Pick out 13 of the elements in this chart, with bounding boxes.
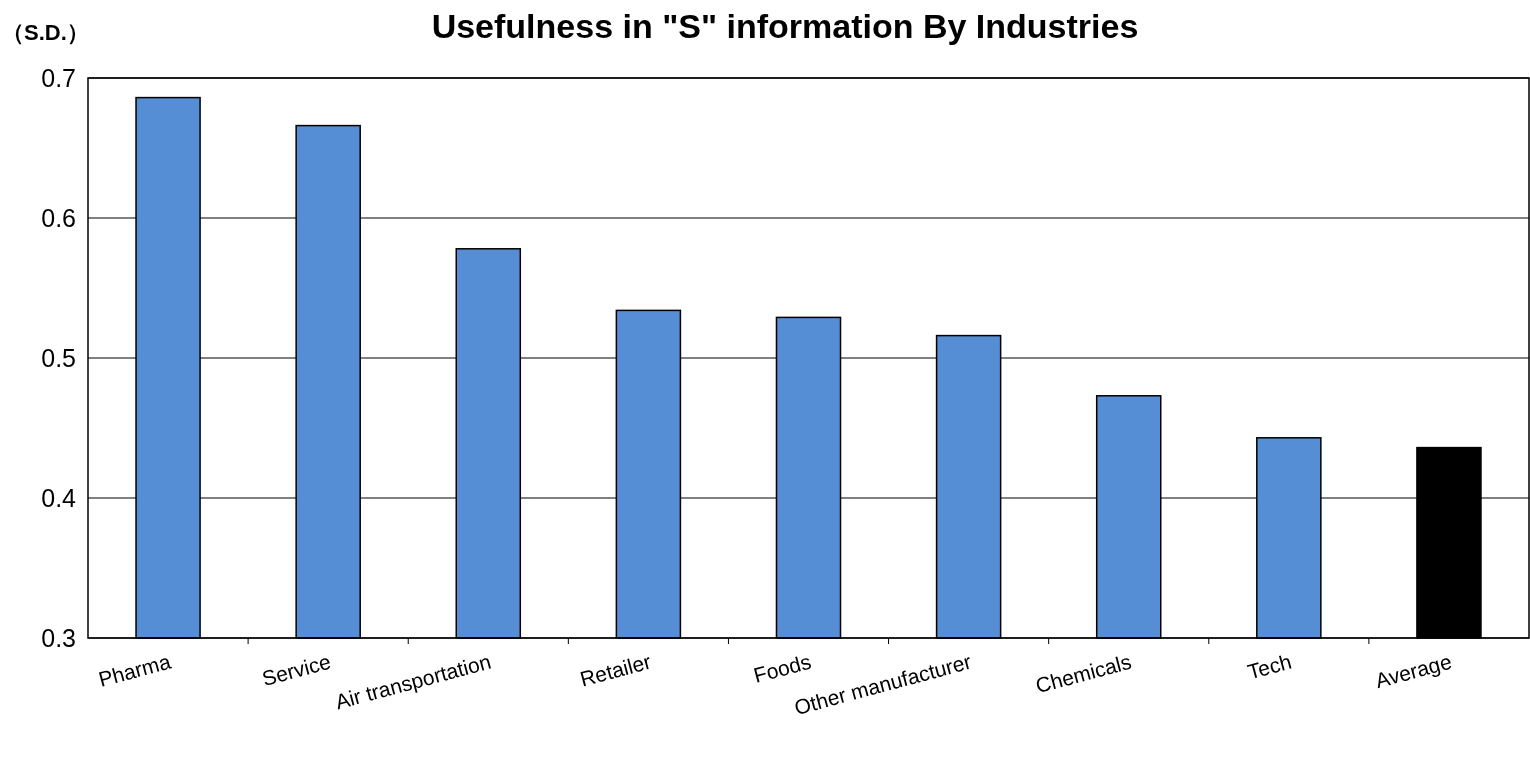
chart-title: Usefulness in "S" information By Industries: [431, 7, 1139, 45]
x-tick-label: Foods: [751, 649, 814, 687]
x-tick-label: Retailer: [577, 649, 654, 691]
y-tick-label: 0.6: [41, 204, 76, 232]
y-tick-label: 0.4: [41, 484, 77, 512]
x-tick-label: Pharma: [96, 649, 174, 691]
y-tick-label: 0.5: [41, 344, 76, 372]
y-tick-label: 0.7: [41, 64, 76, 92]
x-tick-label: Tech: [1245, 649, 1294, 684]
x-tick-label: Average: [1372, 649, 1454, 693]
y-tick-label: 0.3: [41, 624, 76, 652]
x-tick-label: Service: [259, 649, 334, 690]
y-axis-title: （S.D.）: [2, 20, 89, 45]
